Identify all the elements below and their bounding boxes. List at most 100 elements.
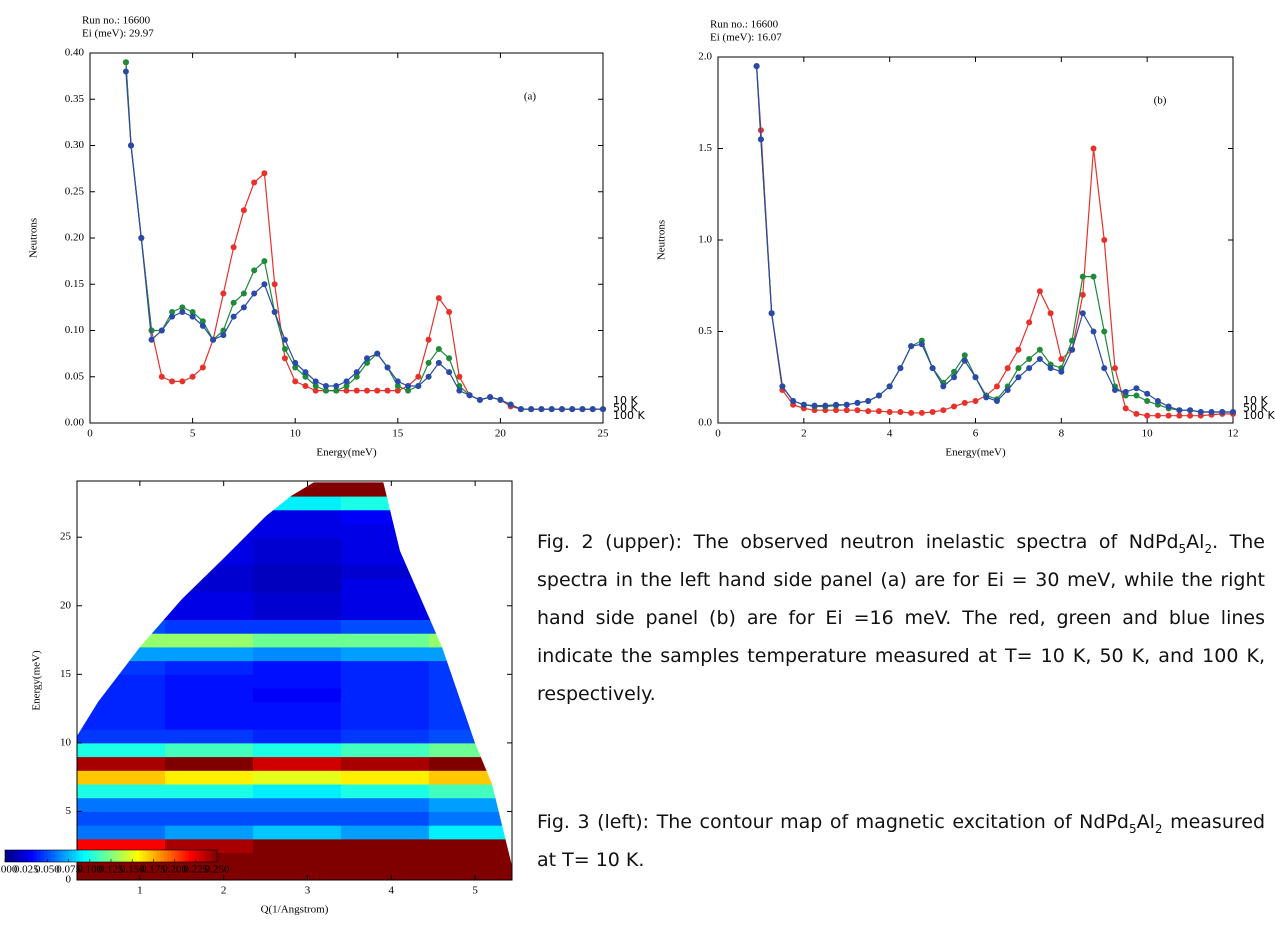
- heatmap-cell: [165, 633, 254, 648]
- heatmap-cell: [253, 852, 342, 867]
- heatmap-cell: [77, 838, 166, 854]
- data-point: [1090, 273, 1097, 280]
- heatmap-cell: [429, 838, 512, 854]
- heatmap-cell: [77, 784, 166, 799]
- heatmap-cell: [253, 578, 342, 593]
- data-point: [374, 387, 381, 394]
- data-point: [128, 142, 135, 149]
- y-tick-label: 0.5: [698, 325, 712, 337]
- x-tick-label: 1: [137, 885, 143, 897]
- data-point: [908, 409, 915, 416]
- data-point: [875, 408, 882, 415]
- x-tick-label: 2: [801, 428, 807, 440]
- data-point: [122, 59, 129, 66]
- data-point: [281, 336, 288, 343]
- colorbar-segment: [174, 850, 179, 862]
- data-point: [1122, 405, 1129, 412]
- data-point: [189, 309, 196, 315]
- heatmap-cell: [341, 482, 430, 497]
- data-point: [199, 364, 206, 371]
- colorbar-segment: [54, 850, 59, 862]
- data-point: [415, 373, 422, 380]
- data-point: [1208, 409, 1215, 416]
- data-point: [158, 327, 165, 334]
- heatmap-cell: [253, 742, 342, 758]
- caption-text: Al: [1136, 811, 1155, 833]
- heatmap-cell: [165, 756, 254, 771]
- series-line: [756, 66, 1233, 413]
- colorbar-tick-label: 0.100: [77, 864, 102, 876]
- heatmap-cell: [77, 660, 166, 675]
- data-point: [487, 394, 494, 401]
- data-point: [1176, 407, 1183, 414]
- x-tick-label: 5: [190, 428, 196, 440]
- colorbar-segment: [22, 850, 27, 862]
- heatmap-cell: [253, 550, 342, 566]
- colorbar-segment: [79, 850, 84, 862]
- colorbar-segment: [178, 850, 183, 862]
- colorbar-segment: [89, 850, 94, 862]
- colorbar-segment: [135, 850, 140, 862]
- heatmap-cell: [77, 742, 166, 758]
- heatmap-cell: [77, 825, 166, 840]
- data-point: [169, 309, 176, 315]
- x-tick-label: 0: [715, 428, 721, 440]
- heatmap-cell: [165, 784, 254, 799]
- y-axis-label: Neutrons: [656, 220, 668, 260]
- colorbar-segment: [72, 850, 77, 862]
- data-point: [800, 401, 807, 408]
- heatmap-cell: [253, 605, 342, 620]
- data-point: [261, 170, 268, 177]
- data-point: [322, 383, 329, 389]
- annotation: Ei (meV): 16.07: [710, 32, 782, 44]
- data-point: [1165, 412, 1172, 419]
- colorbar-segment: [142, 850, 147, 862]
- data-point: [1090, 328, 1097, 335]
- heatmap-cell: [429, 784, 512, 799]
- heatmap-cell: [165, 797, 254, 812]
- heatmap-cell: [429, 482, 512, 497]
- plot-frame: [89, 52, 604, 424]
- data-point: [1026, 365, 1033, 372]
- heatmap-cell: [253, 797, 342, 812]
- heatmap-cell: [165, 523, 254, 538]
- data-point: [435, 295, 442, 302]
- heatmap-cell: [429, 523, 512, 538]
- heatmap-cell: [429, 619, 512, 634]
- heatmap-cell: [77, 523, 166, 538]
- colorbar-segment: [128, 850, 133, 862]
- data-point: [353, 369, 360, 376]
- heatmap-cell: [253, 756, 342, 771]
- data-point: [1079, 310, 1086, 317]
- heatmap-cell: [77, 688, 166, 703]
- heatmap-cell: [341, 866, 430, 880]
- heatmap-cell: [253, 660, 342, 675]
- colorbar-tick-label: 0.200: [162, 864, 187, 876]
- y-tick-label: 0.15: [65, 278, 85, 290]
- data-point: [972, 374, 979, 381]
- data-point: [1176, 412, 1183, 419]
- data-point: [394, 387, 401, 394]
- data-point: [1122, 388, 1129, 395]
- caption-text: Fig. 2 (upper): The observed neutron ine…: [537, 531, 1179, 553]
- heatmap-cell: [253, 811, 342, 826]
- data-point: [158, 373, 165, 380]
- heatmap-cell: [341, 578, 430, 593]
- colorbar-segment: [107, 850, 112, 862]
- heatmap-cell: [77, 550, 166, 566]
- colorbar-segment: [156, 850, 161, 862]
- data-point: [292, 364, 299, 371]
- colorbar-segment: [47, 850, 52, 862]
- y-tick-label: 0.30: [65, 139, 85, 151]
- colorbar-segment: [61, 850, 66, 862]
- heatmap-cell: [429, 770, 512, 785]
- heatmap-cell: [165, 537, 254, 552]
- data-point: [497, 396, 504, 403]
- x-tick-label: 0: [87, 428, 93, 440]
- heatmap-cell: [341, 811, 430, 826]
- heatmap-cell: [77, 701, 166, 716]
- heatmap-cell: [165, 866, 254, 880]
- data-point: [1036, 346, 1043, 353]
- data-point: [951, 403, 958, 410]
- heatmap-cell: [429, 550, 512, 566]
